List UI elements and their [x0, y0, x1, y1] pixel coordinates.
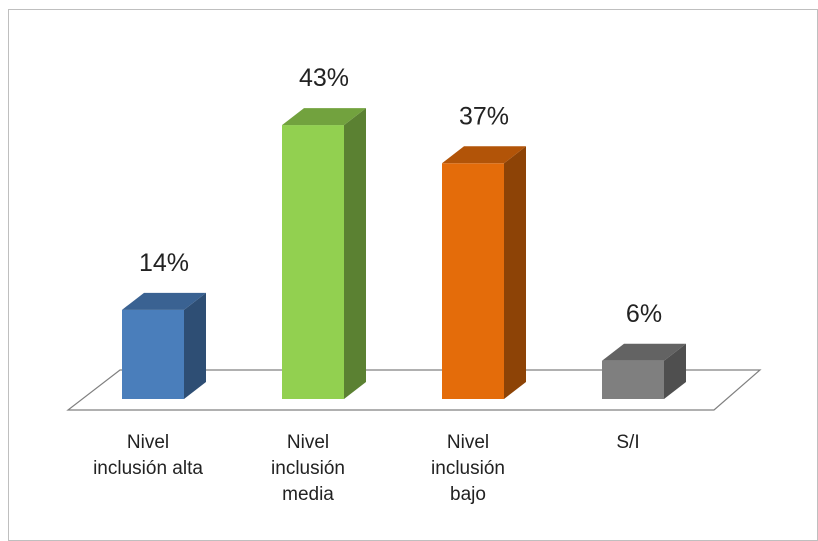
data-label: 14%	[139, 249, 189, 277]
bars-group	[122, 108, 686, 399]
bar-side	[504, 146, 526, 399]
bar-top	[442, 146, 526, 164]
bar-front	[602, 360, 664, 399]
bar	[122, 292, 206, 399]
category-label-line: inclusión	[271, 458, 345, 479]
data-label: 37%	[459, 102, 509, 130]
category-label: S/I	[616, 432, 639, 453]
category-label-line: Nivel	[447, 432, 489, 453]
chart-border	[8, 9, 818, 541]
category-label: Nivel inclusión alta	[93, 432, 203, 479]
data-labels-group: 14% 43% 37% 6%	[139, 64, 662, 328]
bar	[442, 146, 526, 399]
category-label: Nivel inclusión media	[271, 432, 345, 505]
bar-side	[184, 292, 206, 399]
bar-side	[664, 343, 686, 399]
bar-front	[282, 125, 344, 399]
data-label: 6%	[626, 300, 662, 328]
category-label-line: S/I	[616, 432, 639, 453]
chart-floor	[66, 369, 762, 411]
category-label-line: inclusión	[431, 458, 505, 479]
bar-side	[344, 108, 366, 399]
category-label-line: inclusión alta	[93, 458, 203, 479]
data-label: 43%	[299, 64, 349, 92]
bar-top	[122, 292, 206, 310]
bar	[602, 343, 686, 399]
bar	[282, 108, 366, 399]
category-label-line: Nivel	[127, 432, 169, 453]
category-label: Nivel inclusión bajo	[431, 432, 505, 505]
category-label-line: bajo	[450, 484, 486, 505]
bar-front	[122, 309, 184, 399]
bar-top	[602, 343, 686, 361]
category-label-line: Nivel	[287, 432, 329, 453]
bar-top	[282, 108, 366, 126]
category-label-line: media	[282, 484, 334, 505]
bar-front	[442, 163, 504, 399]
